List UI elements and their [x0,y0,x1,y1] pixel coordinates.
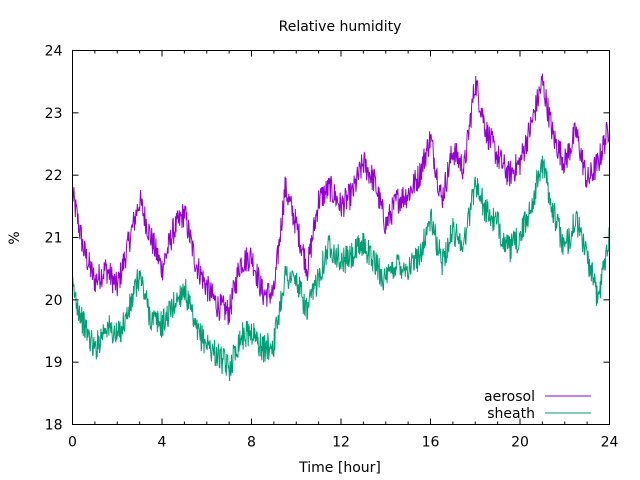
x-tick-label: 24 [601,435,619,451]
y-tick-label: 21 [45,231,63,247]
y-tick-label: 19 [45,355,63,371]
x-tick-label: 16 [422,435,440,451]
x-axis: 0 4 8 12 16 20 24 [68,50,619,451]
x-axis-label: Time [hour] [298,460,381,476]
y-tick-label: 24 [45,44,63,60]
y-tick-label: 22 [45,168,63,184]
plot-lines [72,73,610,382]
y-axis: 18 19 20 21 22 23 24 [45,44,610,434]
x-tick-label: 20 [511,435,529,451]
chart-title: Relative humidity [279,19,402,35]
legend-label-sheath: sheath [487,406,535,422]
series-line-aerosol [72,73,610,325]
x-tick-label: 0 [68,435,77,451]
y-tick-label: 23 [45,106,63,122]
legend-label-aerosol: aerosol [484,389,535,405]
y-tick-label: 18 [45,418,63,434]
x-tick-label: 8 [247,435,256,451]
y-axis-label: % [7,231,23,244]
series-line-sheath [72,155,610,382]
x-tick-label: 4 [158,435,167,451]
y-tick-label: 20 [45,293,63,309]
x-tick-label: 12 [332,435,350,451]
